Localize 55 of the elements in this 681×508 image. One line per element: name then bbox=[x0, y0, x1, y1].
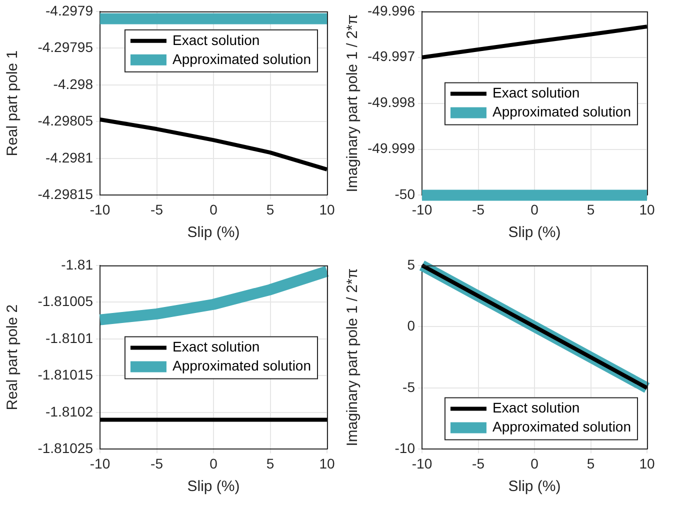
y-tick-label: -4.2979 bbox=[46, 2, 94, 18]
y-axis-title: Imaginary part pole 1 / 2*π bbox=[344, 268, 362, 446]
y-tick-label: -1.8101 bbox=[46, 330, 94, 346]
legend-label: Approximated solution bbox=[172, 50, 312, 67]
y-tick-label: -49.996 bbox=[368, 2, 416, 18]
y-tick-label: -1.81 bbox=[61, 256, 94, 272]
x-tick-label: -5 bbox=[472, 455, 485, 472]
x-tick-label: 5 bbox=[586, 455, 595, 472]
y-tick-label: -1.81015 bbox=[38, 366, 94, 383]
x-tick-label: 10 bbox=[319, 455, 335, 472]
x-tick-label: 10 bbox=[639, 455, 655, 472]
y-axis-title: Real part pole 1 bbox=[4, 50, 22, 156]
y-tick-label: -4.2981 bbox=[46, 149, 94, 166]
y-tick-label: -4.29805 bbox=[38, 112, 94, 129]
legend-label: Exact solution bbox=[492, 400, 580, 416]
y-tick-label: -4.29795 bbox=[38, 39, 94, 56]
y-tick-label: -50 bbox=[394, 186, 416, 202]
x-axis-title: Slip (%) bbox=[187, 224, 240, 242]
x-tick-label: 10 bbox=[639, 201, 655, 218]
x-tick-label: 10 bbox=[319, 201, 335, 218]
x-axis-title: Slip (%) bbox=[508, 478, 561, 496]
x-tick-label: -5 bbox=[150, 201, 164, 218]
y-tick-label: -49.998 bbox=[368, 94, 416, 110]
legend-label: Approximated solution bbox=[172, 358, 312, 374]
legend-label: Exact solution bbox=[172, 338, 260, 355]
y-axis-title: Real part pole 2 bbox=[4, 304, 22, 410]
x-tick-label: -5 bbox=[150, 455, 164, 472]
y-tick-label: -4.29815 bbox=[38, 186, 94, 202]
x-tick-label: -10 bbox=[90, 455, 110, 472]
x-tick-label: 0 bbox=[210, 455, 218, 472]
x-axis-title: Slip (%) bbox=[508, 224, 561, 242]
x-tick-label: -5 bbox=[472, 201, 485, 218]
x-tick-label: 0 bbox=[530, 201, 539, 218]
x-tick-label: 5 bbox=[266, 201, 274, 218]
legend-label: Exact solution bbox=[172, 32, 260, 48]
y-tick-label: -4.298 bbox=[53, 76, 94, 92]
x-tick-label: -10 bbox=[90, 201, 110, 218]
y-tick-label: -10 bbox=[394, 440, 416, 456]
x-tick-label: 0 bbox=[210, 201, 218, 218]
y-tick-label: -49.997 bbox=[368, 48, 416, 64]
y-tick-label: 0 bbox=[407, 318, 416, 334]
y-tick-label: -49.999 bbox=[368, 140, 416, 156]
y-tick-label: -1.81025 bbox=[38, 440, 94, 456]
x-tick-label: 5 bbox=[266, 455, 274, 472]
x-axis-title: Slip (%) bbox=[187, 478, 240, 496]
legend-label: Approximated solution bbox=[492, 104, 632, 120]
legend-label: Exact solution bbox=[492, 84, 580, 101]
x-tick-label: 5 bbox=[586, 201, 595, 218]
y-axis-title: Imaginary part pole 1 / 2*π bbox=[344, 14, 362, 192]
y-tick-label: -1.8102 bbox=[46, 403, 94, 420]
y-tick-label: 5 bbox=[407, 256, 416, 272]
y-tick-label: -5 bbox=[402, 378, 416, 395]
y-tick-label: -1.81005 bbox=[38, 293, 94, 310]
legend-label: Approximated solution bbox=[492, 418, 632, 435]
x-tick-label: 0 bbox=[530, 455, 539, 472]
